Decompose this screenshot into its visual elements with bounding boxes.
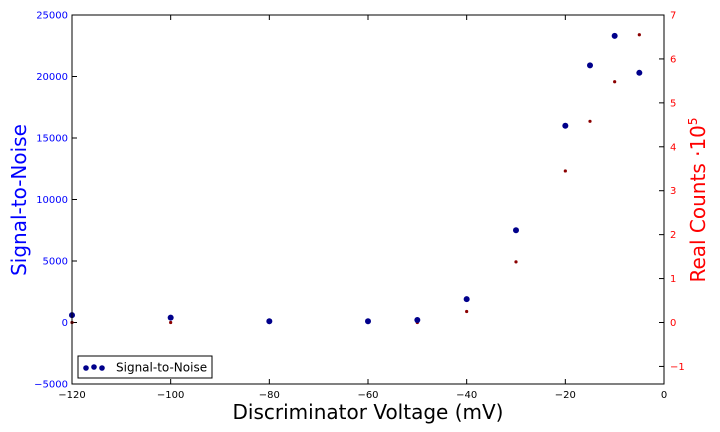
y-tick-label: 5000 [43,257,68,268]
y2-axis-label-base: 10 [686,125,710,150]
legend-marker [91,364,97,370]
legend-box [77,355,213,379]
real-counts-point [637,33,641,37]
y2-tick-label: 4 [670,142,676,153]
y-tick-label: 0 [62,318,68,329]
signal-to-noise-point [636,69,643,76]
x-tick-label: 0 [661,390,667,401]
y-axis-label: Signal-to-Noise [7,124,31,276]
x-tick-label: −20 [555,390,576,401]
x-tick-label: −100 [157,390,184,401]
x-tick-label: −60 [357,390,378,401]
signal-to-noise-point [513,227,519,234]
plot-area-frame [71,14,665,385]
y-tick-label: −5000 [34,380,68,391]
legend-label: Signal-to-Noise [116,361,207,375]
legend: Signal-to-Noise [77,355,213,379]
real-counts-point [465,309,469,314]
y2-axis-label: Real Counts ·105 [686,117,710,282]
signal-to-noise-point [167,314,174,321]
y-tick-label: 10000 [36,195,68,206]
y2-axis-label-main: Real Counts [686,157,710,283]
real-counts-point [613,80,617,84]
real-counts-point [563,169,567,173]
real-counts-point [588,119,592,123]
left-axis-ticks: −5000 0 5000 10000 15000 20000 25000 [34,11,77,391]
legend-marker [83,365,89,371]
series-real-counts [70,33,641,325]
y2-axis-label-dot: · [686,151,710,157]
signal-to-noise-point [463,296,470,303]
y2-tick-label: 2 [670,230,676,241]
y2-axis-label-exponent: 5 [686,117,700,125]
y2-tick-label: 5 [670,98,676,109]
x-axis-ticks: −120 −100 −80 −60 −40 −20 0 [58,15,667,401]
y2-tick-label: −1 [670,362,685,373]
y2-tick-label: 6 [670,54,676,65]
series-signal-to-noise [69,32,643,325]
y-tick-label: 20000 [36,72,68,83]
y2-tick-label: 3 [670,186,676,197]
signal-to-noise-point [611,32,618,39]
y2-tick-label: 1 [670,274,676,285]
legend-marker [99,365,105,371]
y-tick-label: 15000 [36,134,68,145]
signal-to-noise-point [365,318,371,325]
x-axis-label: Discriminator Voltage (mV) [233,400,504,424]
signal-to-noise-point [587,62,593,69]
x-tick-label: −80 [259,390,280,401]
signal-to-noise-point [562,122,569,129]
signal-to-noise-point [414,317,421,324]
signal-to-noise-point [266,318,273,325]
real-counts-point [514,260,518,264]
y2-tick-label: 7 [670,11,676,22]
right-axis-ticks: −1 0 1 2 3 4 5 6 7 [659,11,685,373]
x-tick-label: −40 [456,390,477,401]
y-tick-label: 25000 [36,11,68,22]
x-tick-label: −120 [58,390,85,401]
real-counts-point [169,320,173,325]
y2-tick-label: 0 [670,318,676,329]
